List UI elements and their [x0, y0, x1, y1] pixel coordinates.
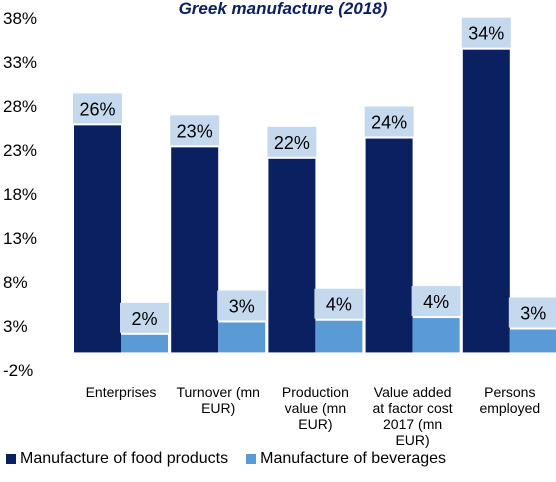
- bar-beverages: [412, 318, 460, 353]
- y-tick-label: 13%: [3, 229, 37, 248]
- x-tick-label: Persons employed: [479, 384, 540, 416]
- data-label: 23%: [177, 121, 213, 141]
- legend-swatch-beverages: [246, 454, 257, 464]
- data-label: 24%: [371, 113, 407, 133]
- y-tick-label: 3%: [3, 317, 28, 336]
- legend-swatch-food: [6, 454, 16, 464]
- legend-label-food: Manufacture of food products: [20, 450, 229, 467]
- bar-beverages: [315, 320, 363, 353]
- data-label: 22%: [274, 133, 310, 153]
- bar-beverages: [218, 322, 266, 353]
- data-label-box: [508, 297, 556, 328]
- y-tick-label: -2%: [3, 361, 33, 380]
- data-label-box: [217, 290, 267, 321]
- legend-item-food: Manufacture of food products: [6, 450, 228, 468]
- bars: 26% 23% 22% 24% 34% 2% 3% 4% 4% 3%: [73, 17, 556, 353]
- y-axis: 38% 33% 28% 23% 18% 13% 8% 3% -2%: [3, 9, 37, 380]
- chart-title: Greek manufacture (2018): [179, 0, 388, 18]
- x-axis: Enterprises Turnover (mn EUR) Production val…: [86, 384, 541, 448]
- bar-food: [365, 138, 413, 353]
- y-tick-label: 18%: [3, 185, 37, 204]
- data-label-box: [170, 115, 220, 146]
- x-tick-label: Enterprises: [86, 384, 157, 400]
- data-label-box: [120, 302, 169, 333]
- y-tick-label: 28%: [3, 97, 37, 116]
- legend-label-beverages: Manufacture of beverages: [260, 450, 447, 467]
- bar-food: [462, 49, 510, 353]
- data-label: 4%: [423, 292, 449, 312]
- data-label: 26%: [79, 99, 115, 119]
- legend-item-beverages: Manufacture of beverages: [246, 450, 446, 468]
- data-label: 2%: [131, 309, 157, 329]
- y-tick-label: 38%: [3, 9, 37, 28]
- data-label-box: [461, 17, 511, 48]
- y-tick-label: 23%: [3, 141, 37, 160]
- y-tick-label: 33%: [3, 53, 37, 72]
- data-label-box: [411, 286, 461, 317]
- bar-food: [74, 125, 121, 353]
- y-tick-label: 8%: [3, 273, 28, 292]
- data-label: 4%: [326, 295, 352, 315]
- x-tick-label: Turnover (mn EUR): [176, 384, 260, 416]
- data-label: 3%: [520, 304, 546, 324]
- bar-food: [171, 147, 219, 353]
- x-tick-label: Value added at factor cost 2017 (mn EUR): [373, 384, 453, 448]
- bar-beverages: [121, 334, 168, 353]
- data-label-box: [364, 106, 414, 137]
- legend: Manufacture of food products Manufacture…: [6, 450, 446, 468]
- data-label: 3%: [229, 296, 255, 316]
- data-label-box: [267, 126, 317, 157]
- data-label: 34%: [468, 24, 504, 44]
- x-tick-label: Production value (mn EUR): [282, 384, 349, 432]
- bar-beverages: [509, 329, 556, 353]
- bar-food: [268, 158, 316, 353]
- data-label-box: [73, 93, 122, 124]
- data-label-box: [314, 288, 364, 319]
